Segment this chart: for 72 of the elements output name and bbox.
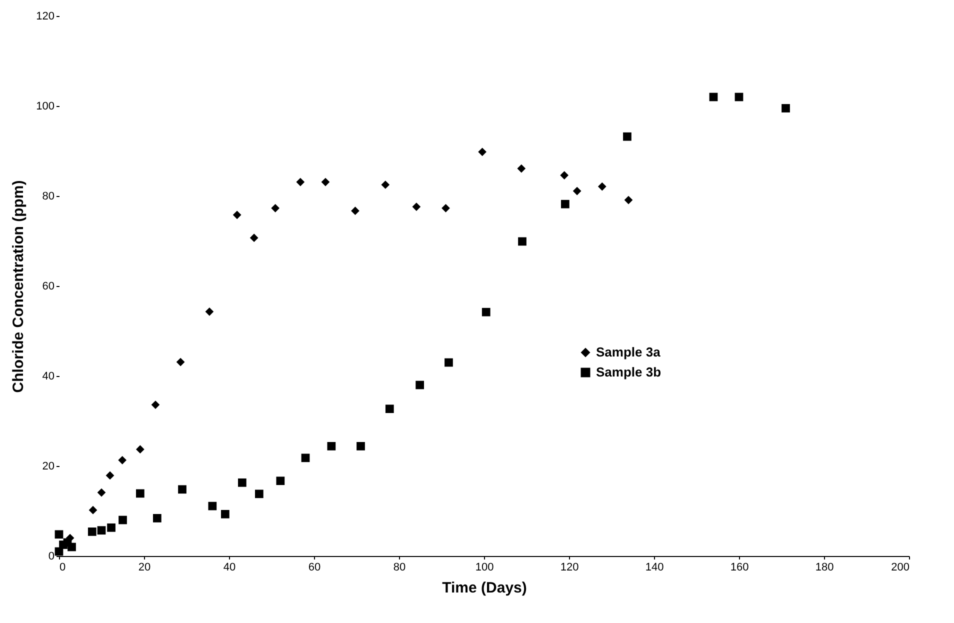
x-tick-label: 0 xyxy=(60,562,66,574)
point xyxy=(250,234,258,242)
point xyxy=(572,186,582,196)
y-tick-label: 100 xyxy=(36,100,54,112)
point xyxy=(151,400,160,409)
point xyxy=(444,358,453,367)
y-tick-label: 120 xyxy=(36,10,54,22)
point xyxy=(412,202,421,211)
point xyxy=(442,204,450,212)
point xyxy=(238,478,246,487)
point xyxy=(88,506,98,514)
point xyxy=(709,92,718,102)
point xyxy=(97,488,106,497)
y-tick-label: 0 xyxy=(48,550,54,562)
point xyxy=(54,530,64,539)
y-tick-label: 60 xyxy=(42,280,54,292)
x-tick-label: 20 xyxy=(138,562,151,574)
point xyxy=(517,164,526,173)
point xyxy=(136,489,144,498)
point xyxy=(136,445,144,454)
point xyxy=(560,200,570,208)
point xyxy=(356,442,365,450)
point xyxy=(296,178,305,186)
x-tick-label: 120 xyxy=(560,562,579,574)
point xyxy=(208,502,217,510)
point xyxy=(220,510,230,518)
point xyxy=(118,456,127,464)
point xyxy=(232,210,242,220)
point xyxy=(254,490,264,498)
x-axis-title: Time (Days) xyxy=(442,580,527,596)
x-tick-label: 100 xyxy=(475,562,494,574)
point xyxy=(351,206,360,216)
y-tick-label: 80 xyxy=(42,190,54,202)
point xyxy=(482,308,490,316)
point xyxy=(385,404,394,414)
point xyxy=(560,171,569,180)
legend-label: Sample 3a xyxy=(596,344,662,360)
point xyxy=(106,471,114,480)
point xyxy=(205,307,214,316)
y-axis-title: Chloride Concentration (ppm) xyxy=(10,180,28,393)
point xyxy=(118,516,127,524)
point xyxy=(301,454,310,462)
point xyxy=(381,180,390,189)
point xyxy=(734,92,744,102)
point xyxy=(276,476,285,486)
point xyxy=(107,523,116,532)
legend-label: Sample 3b xyxy=(596,364,662,380)
point xyxy=(271,204,280,212)
point xyxy=(623,132,632,141)
point xyxy=(518,237,526,246)
point xyxy=(152,514,162,522)
x-tick-label: 80 xyxy=(393,562,406,574)
point xyxy=(624,196,633,204)
y-tick-label: 40 xyxy=(42,370,54,382)
point xyxy=(68,542,76,552)
point xyxy=(176,358,185,366)
point xyxy=(178,485,186,494)
x-tick-label: 60 xyxy=(308,562,321,574)
x-tick-label: 200 xyxy=(891,562,910,574)
point xyxy=(598,182,606,191)
x-tick-label: 140 xyxy=(645,562,664,574)
point xyxy=(321,178,330,186)
y-tick-label: 20 xyxy=(42,460,54,472)
point xyxy=(97,526,106,535)
point xyxy=(416,380,424,390)
x-tick-label: 180 xyxy=(815,562,834,574)
point xyxy=(478,148,486,156)
point xyxy=(782,104,790,112)
x-tick-label: 40 xyxy=(223,562,236,574)
x-tick-label: 160 xyxy=(730,562,749,574)
point xyxy=(327,442,336,450)
point xyxy=(88,528,96,536)
